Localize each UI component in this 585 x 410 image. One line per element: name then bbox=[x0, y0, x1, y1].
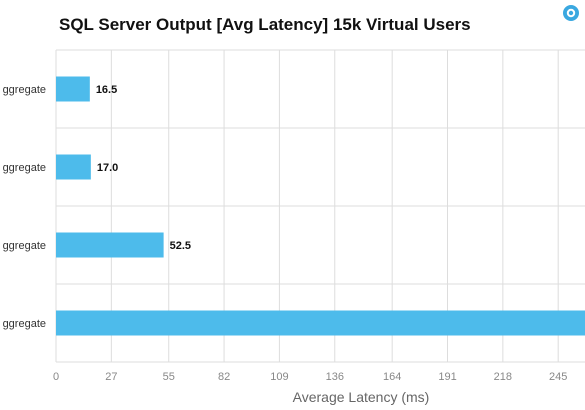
bar[interactable] bbox=[56, 310, 585, 336]
x-tick-label: 136 bbox=[326, 371, 344, 383]
x-tick-label: 109 bbox=[270, 371, 288, 383]
data-label: 16.5 bbox=[96, 84, 117, 96]
bars bbox=[56, 76, 585, 336]
x-tick-label: 191 bbox=[438, 371, 456, 383]
labels: ggregate 16.5 ggregate 17.0 ggregate 52.5 ggre… bbox=[3, 84, 191, 330]
bar[interactable] bbox=[56, 76, 90, 102]
category-label: ggregate bbox=[3, 240, 46, 252]
data-label: 52.5 bbox=[170, 240, 191, 252]
bar[interactable] bbox=[56, 232, 164, 258]
x-axis-title: Average Latency (ms) bbox=[293, 389, 430, 405]
x-tick-label: 164 bbox=[383, 371, 401, 383]
x-axis-ticks: 0 27 55 82 109 136 164 191 218 245 bbox=[53, 371, 567, 383]
x-tick-label: 218 bbox=[494, 371, 512, 383]
data-label: 17.0 bbox=[97, 162, 118, 174]
x-tick-label: 82 bbox=[218, 371, 230, 383]
category-label: ggregate bbox=[3, 318, 46, 330]
x-tick-label: 27 bbox=[105, 371, 117, 383]
x-tick-label: 55 bbox=[163, 371, 175, 383]
category-label: ggregate bbox=[3, 162, 46, 174]
bar[interactable] bbox=[56, 154, 91, 180]
chart-title: SQL Server Output [Avg Latency] 15k Virt… bbox=[59, 15, 471, 34]
x-tick-label: 0 bbox=[53, 371, 59, 383]
x-tick-label: 245 bbox=[549, 371, 567, 383]
category-label: ggregate bbox=[3, 84, 46, 96]
logo-icon[interactable] bbox=[562, 4, 580, 22]
grid-lines bbox=[55, 49, 585, 363]
